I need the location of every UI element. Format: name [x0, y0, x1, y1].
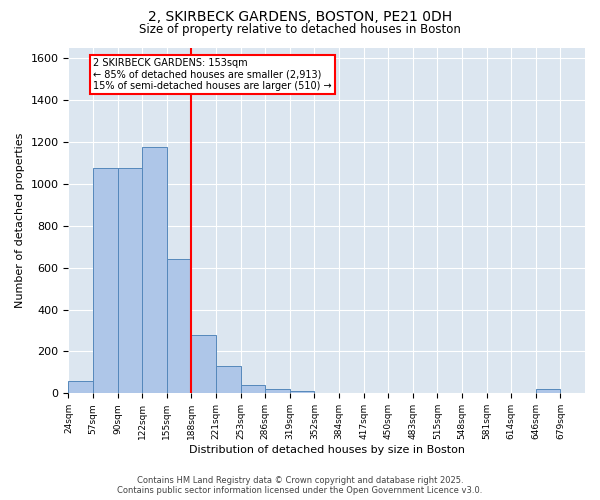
Text: Contains HM Land Registry data © Crown copyright and database right 2025.
Contai: Contains HM Land Registry data © Crown c… — [118, 476, 482, 495]
Bar — [93, 168, 118, 394]
Bar — [265, 389, 290, 394]
Text: 2, SKIRBECK GARDENS, BOSTON, PE21 0DH: 2, SKIRBECK GARDENS, BOSTON, PE21 0DH — [148, 10, 452, 24]
Bar — [68, 381, 93, 394]
Text: 2 SKIRBECK GARDENS: 153sqm
← 85% of detached houses are smaller (2,913)
15% of s: 2 SKIRBECK GARDENS: 153sqm ← 85% of deta… — [93, 58, 332, 91]
Bar — [290, 392, 314, 394]
Bar — [536, 389, 560, 394]
Bar — [167, 259, 191, 394]
Bar — [216, 366, 241, 394]
Bar — [191, 334, 216, 394]
X-axis label: Distribution of detached houses by size in Boston: Distribution of detached houses by size … — [189, 445, 465, 455]
Bar — [142, 147, 167, 394]
Bar — [241, 385, 265, 394]
Text: Size of property relative to detached houses in Boston: Size of property relative to detached ho… — [139, 22, 461, 36]
Y-axis label: Number of detached properties: Number of detached properties — [15, 132, 25, 308]
Bar — [118, 168, 142, 394]
